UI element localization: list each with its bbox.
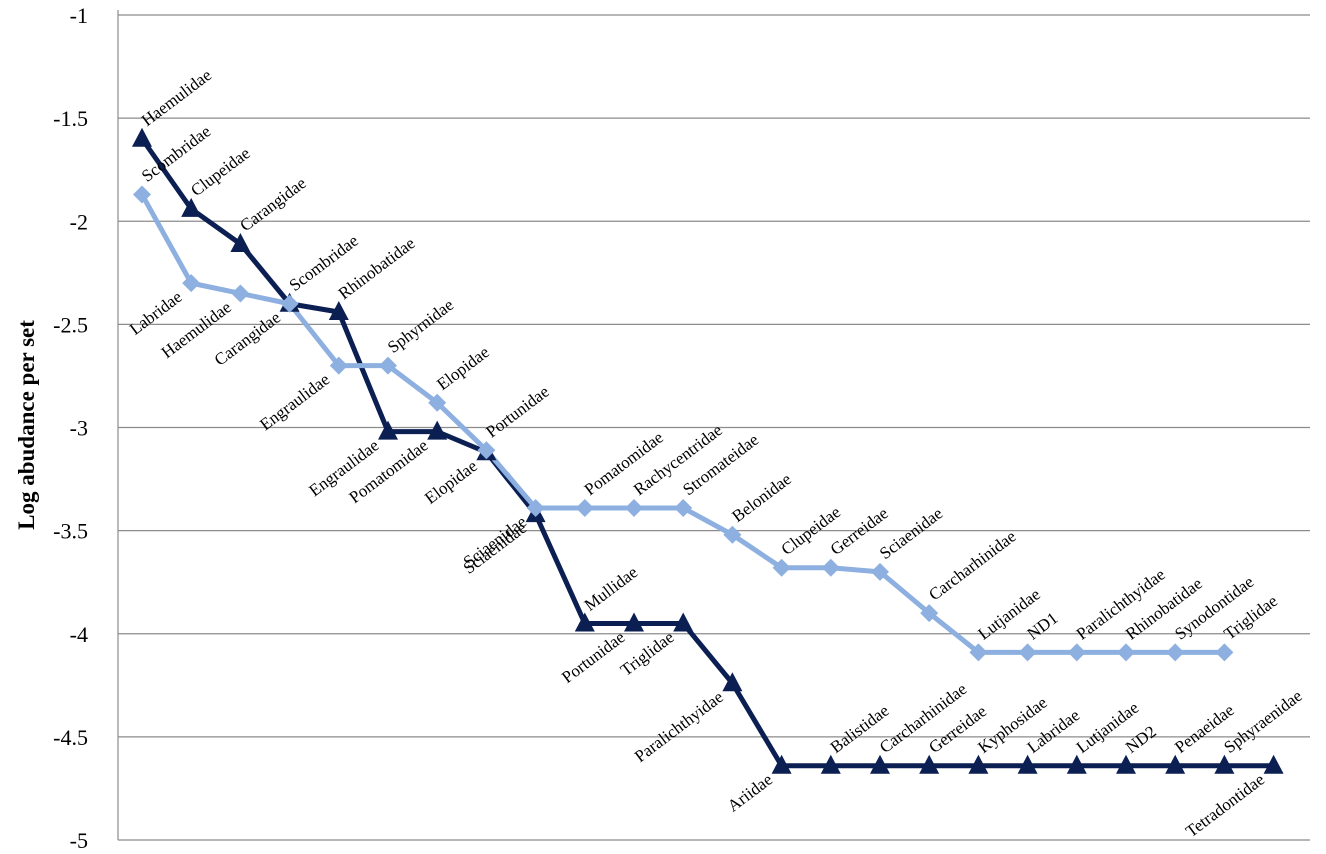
y-tick-label: -1 xyxy=(70,3,88,28)
diamond-marker xyxy=(280,294,299,313)
triangle-marker xyxy=(1214,754,1235,774)
diamond-marker xyxy=(526,498,545,517)
diamond-marker xyxy=(920,604,939,623)
diamond-marker xyxy=(133,185,151,204)
point-label: Carcharhinidae xyxy=(925,527,1019,605)
diamond-marker xyxy=(1166,643,1185,662)
point-label: Mullidae xyxy=(581,563,641,615)
y-tick-label: -5 xyxy=(70,828,88,853)
point-label: ND2 xyxy=(1122,722,1160,757)
point-label: Belonidae xyxy=(728,469,794,526)
point-label: Carangidae xyxy=(236,173,309,235)
series-line-1 xyxy=(139,137,1274,769)
triangle-marker xyxy=(1263,754,1284,774)
diamond-marker xyxy=(1215,643,1234,662)
series-lines xyxy=(139,137,1274,769)
triangle-marker xyxy=(1017,754,1038,774)
diamond-marker xyxy=(674,498,693,517)
point-label: Portunidae xyxy=(482,382,552,442)
triangle-marker xyxy=(870,754,890,774)
y-tick-label: -2.5 xyxy=(53,312,88,337)
point-label: Paralichthyidae xyxy=(631,687,727,766)
triangle-marker xyxy=(722,672,743,692)
series-line-2 xyxy=(139,193,1225,655)
point-labels: HaemulidaeClupeidaeCarangidaeScombridaeR… xyxy=(126,65,1306,841)
diamond-marker xyxy=(428,393,447,412)
triangle-marker xyxy=(378,420,398,440)
point-label: Labridae xyxy=(126,287,186,339)
y-tick-label: -3.5 xyxy=(53,519,88,544)
diamond-marker xyxy=(231,284,250,303)
y-tick-label: -4.5 xyxy=(53,725,88,750)
point-label: Sphyrnidae xyxy=(384,295,457,357)
y-tick-label: -2 xyxy=(70,209,88,234)
triangle-marker xyxy=(820,754,841,774)
diamond-marker xyxy=(723,525,742,544)
point-label: Haemulidae xyxy=(138,65,215,130)
y-tick-label: -1.5 xyxy=(53,106,88,131)
point-label: Sphyraenidae xyxy=(1220,686,1305,757)
point-label: Tetradontidae xyxy=(1182,770,1268,841)
diamond-marker xyxy=(969,643,988,662)
triangle-marker xyxy=(132,127,152,147)
diamond-marker xyxy=(772,558,791,577)
triangle-marker xyxy=(1116,754,1136,774)
point-label: Portunidae xyxy=(558,627,628,687)
y-axis-label: Log abudance per set xyxy=(14,320,39,530)
diamond-marker xyxy=(625,498,643,517)
triangle-marker xyxy=(673,612,694,632)
point-label: Elopidae xyxy=(421,456,481,508)
triangle-marker xyxy=(427,420,448,440)
triangle-marker xyxy=(624,612,644,632)
diamond-marker xyxy=(1067,643,1086,662)
point-label: Ariidae xyxy=(724,770,776,816)
diamond-marker xyxy=(821,558,840,577)
diamond-marker xyxy=(1117,643,1135,662)
diamond-marker xyxy=(379,356,397,375)
triangle-marker xyxy=(1165,754,1186,774)
y-tick-label: -3 xyxy=(70,416,88,441)
diamond-marker xyxy=(182,274,201,293)
triangle-marker xyxy=(1066,754,1087,774)
triangle-marker xyxy=(230,232,251,252)
triangle-marker xyxy=(181,197,202,217)
triangle-marker xyxy=(919,754,940,774)
diamond-marker xyxy=(1018,643,1037,662)
point-label: Elopidae xyxy=(433,342,493,394)
series-markers xyxy=(132,127,1284,774)
diamond-marker xyxy=(575,498,594,517)
point-label: Engraulidae xyxy=(256,370,333,435)
triangle-marker xyxy=(328,301,349,320)
diamond-marker xyxy=(329,356,348,375)
point-label: ND1 xyxy=(1024,608,1062,643)
triangle-marker xyxy=(968,754,989,774)
gridlines xyxy=(118,14,1310,841)
y-tick-labels: -1 -1.5 -2 -2.5 -3 -3.5 -4 -4.5 -5 xyxy=(53,3,88,853)
y-tick-label: -4 xyxy=(70,622,88,647)
point-label: Sciaenidae xyxy=(460,512,530,571)
diamond-marker xyxy=(477,441,496,460)
point-label: Triglidae xyxy=(617,627,678,679)
point-label: Clupeidae xyxy=(187,143,253,200)
triangle-marker xyxy=(574,612,595,632)
triangle-marker xyxy=(771,754,792,774)
diamond-marker xyxy=(871,562,889,581)
